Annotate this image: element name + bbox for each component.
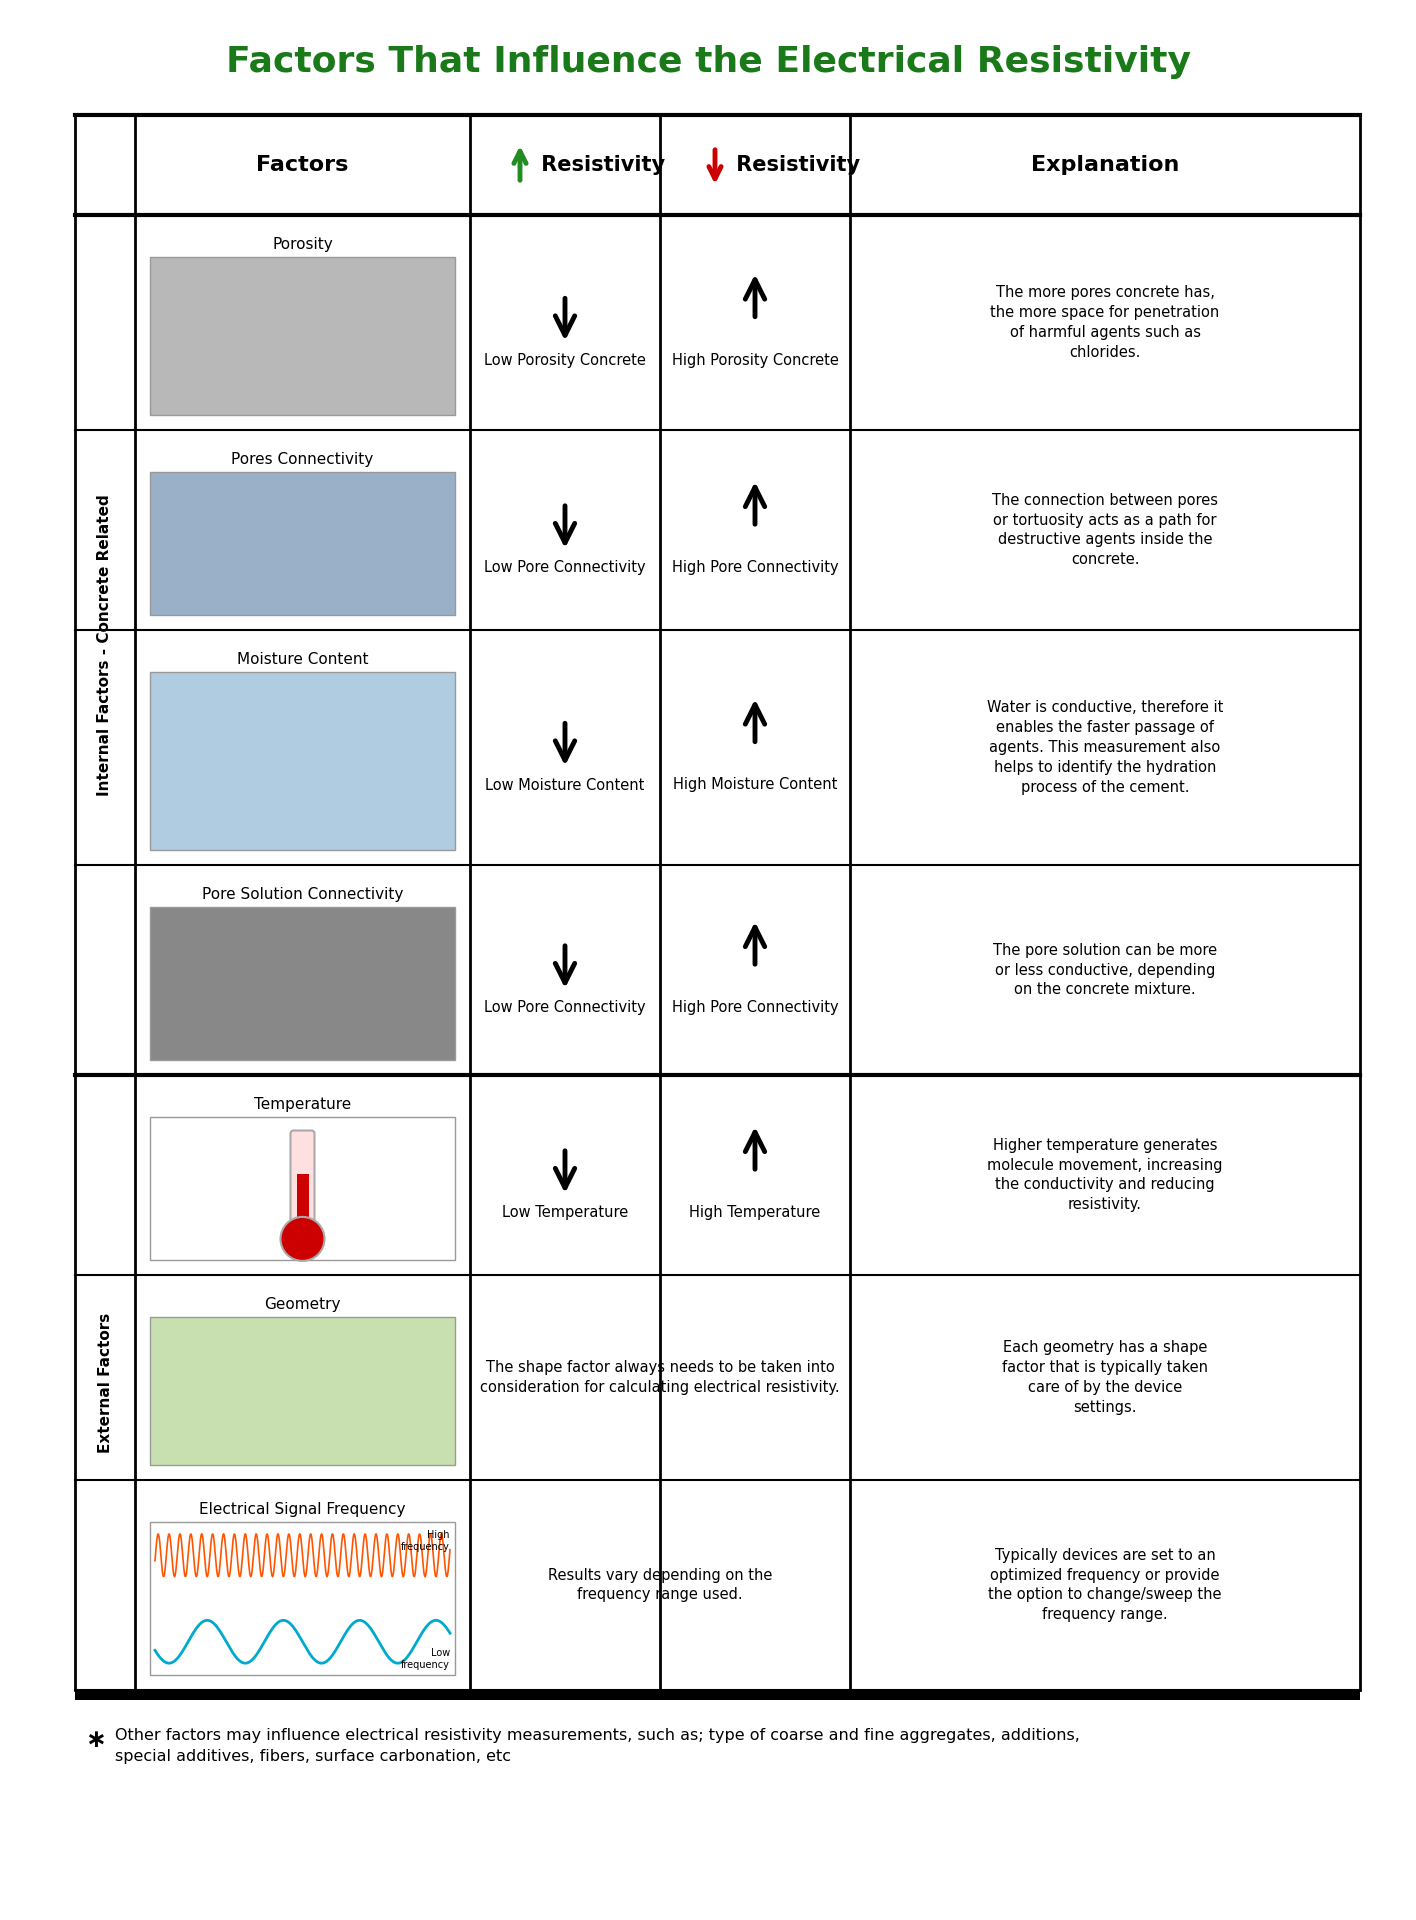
Text: The pore solution can be more
or less conductive, depending
on the concrete mixt: The pore solution can be more or less co…	[993, 943, 1218, 996]
Text: High Temperature: High Temperature	[690, 1206, 821, 1219]
Text: Higher temperature generates
molecule movement, increasing
the conductivity and : Higher temperature generates molecule mo…	[987, 1139, 1223, 1212]
Text: Low Moisture Content: Low Moisture Content	[486, 778, 644, 793]
Bar	[150, 472, 455, 614]
Text: High Porosity Concrete: High Porosity Concrete	[671, 353, 838, 367]
Bar	[150, 1117, 455, 1260]
Text: Low Pore Connectivity: Low Pore Connectivity	[484, 561, 646, 574]
Text: Low
frequency: Low frequency	[401, 1649, 450, 1670]
Text: The more pores concrete has,
the more space for penetration
of harmful agents su: The more pores concrete has, the more sp…	[990, 286, 1219, 359]
FancyBboxPatch shape	[296, 1173, 309, 1223]
Text: Each geometry has a shape
factor that is typically taken
care of by the device
s: Each geometry has a shape factor that is…	[1003, 1340, 1208, 1415]
Text: Pores Connectivity: Pores Connectivity	[231, 451, 374, 467]
Text: High Pore Connectivity: High Pore Connectivity	[671, 1000, 838, 1016]
Bar	[75, 1690, 1359, 1699]
Bar	[150, 1317, 455, 1465]
Text: The connection between pores
or tortuosity acts as a path for
destructive agents: The connection between pores or tortuosi…	[993, 493, 1218, 566]
Text: Internal Factors - Concrete Related: Internal Factors - Concrete Related	[98, 493, 112, 797]
Text: Factors: Factors	[256, 156, 348, 175]
Text: Low Temperature: Low Temperature	[501, 1206, 629, 1219]
Text: Porosity: Porosity	[272, 236, 333, 252]
Text: Resistivity: Resistivity	[729, 156, 860, 175]
Text: Moisture Content: Moisture Content	[236, 653, 368, 666]
Text: Geometry: Geometry	[265, 1298, 341, 1311]
FancyBboxPatch shape	[290, 1131, 314, 1227]
Text: High
frequency: High frequency	[401, 1530, 450, 1551]
Text: High Moisture Content: High Moisture Content	[673, 778, 837, 793]
Text: Typically devices are set to an
optimized frequency or provide
the option to cha: Typically devices are set to an optimize…	[988, 1548, 1222, 1622]
Text: High Pore Connectivity: High Pore Connectivity	[671, 561, 838, 574]
Text: Factors That Influence the Electrical Resistivity: Factors That Influence the Electrical Re…	[225, 44, 1191, 79]
Text: Low Porosity Concrete: Low Porosity Concrete	[484, 353, 646, 367]
Bar	[150, 906, 455, 1060]
Text: Explanation: Explanation	[1031, 156, 1180, 175]
Bar	[150, 1523, 455, 1674]
Bar	[150, 672, 455, 851]
Bar	[150, 257, 455, 415]
Text: Electrical Signal Frequency: Electrical Signal Frequency	[200, 1501, 406, 1517]
Text: Pore Solution Connectivity: Pore Solution Connectivity	[202, 887, 404, 902]
Text: ∗: ∗	[85, 1728, 106, 1751]
Text: The shape factor always needs to be taken into
consideration for calculating ele: The shape factor always needs to be take…	[480, 1359, 840, 1396]
Text: External Factors: External Factors	[98, 1313, 112, 1453]
Text: Results vary depending on the
frequency range used.: Results vary depending on the frequency …	[548, 1567, 772, 1603]
Text: Low Pore Connectivity: Low Pore Connectivity	[484, 1000, 646, 1016]
Text: Other factors may influence electrical resistivity measurements, such as; type o: Other factors may influence electrical r…	[115, 1728, 1080, 1764]
Text: Resistivity: Resistivity	[534, 156, 666, 175]
Circle shape	[280, 1217, 324, 1261]
Text: Temperature: Temperature	[253, 1096, 351, 1112]
Text: Water is conductive, therefore it
enables the faster passage of
agents. This mea: Water is conductive, therefore it enable…	[987, 701, 1223, 795]
